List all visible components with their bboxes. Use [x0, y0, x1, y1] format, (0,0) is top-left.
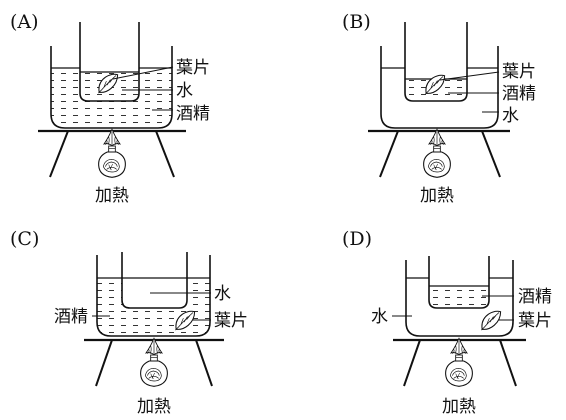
inner-beaker-c	[121, 252, 188, 309]
tripod-leg-d	[499, 339, 517, 387]
alcohol-lamp-icon-a	[97, 128, 127, 179]
outer-beaker-c	[96, 255, 211, 337]
option-label-a: (A)	[10, 11, 39, 33]
outer-liquid-label-a: 酒精	[176, 104, 210, 124]
heat-label-c: 加熱	[137, 397, 171, 417]
outer-beaker-b	[380, 46, 499, 129]
option-label-b: (B)	[342, 11, 371, 33]
option-label-c: (C)	[10, 228, 39, 250]
alcohol-lamp-icon-b	[422, 128, 452, 179]
tripod-leg-c	[195, 339, 213, 387]
outer-liquid-label-b: 水	[502, 106, 519, 126]
heat-label-a: 加熱	[95, 186, 129, 206]
leaf-label-b: 葉片	[502, 62, 536, 82]
tripod-leg-b	[379, 130, 399, 178]
panel-b: (B) 葉片 酒精 水 加熱	[342, 11, 536, 206]
inner-beaker-b	[404, 22, 468, 102]
tripod-leg-c	[95, 339, 113, 387]
inner-liquid-d	[429, 286, 489, 308]
tripod-leg-d	[403, 339, 421, 387]
heat-label-d: 加熱	[442, 397, 476, 417]
inner-liquid-label-b: 酒精	[502, 84, 536, 104]
heat-label-b: 加熱	[420, 186, 454, 206]
tripod-leg-a	[49, 130, 69, 178]
tripod-leg-a	[155, 130, 175, 178]
panel-d: (D) 酒精 水 葉片 加熱	[342, 228, 552, 417]
outer-beaker-d	[405, 260, 514, 337]
inner-liquid-label-d: 酒精	[518, 287, 552, 307]
panel-a: (A) 葉片 水 酒精 加熱	[10, 11, 210, 206]
outer-beaker-a	[50, 46, 173, 129]
inner-liquid-label-a: 水	[176, 81, 193, 101]
inner-liquid-label-c: 水	[214, 284, 231, 304]
leaf-label-a: 葉片	[176, 58, 210, 78]
alcohol-lamp-icon-d	[444, 337, 474, 388]
inner-beaker-d	[428, 256, 490, 309]
alcohol-lamp-icon-c	[139, 337, 169, 388]
panel-c: (C) 水 酒精 葉片 加熱	[10, 228, 248, 417]
outer-liquid-label-d: 水	[371, 307, 388, 327]
leaf-label-d: 葉片	[518, 311, 552, 331]
option-label-d: (D)	[342, 228, 372, 250]
inner-beaker-a	[79, 22, 140, 102]
leaf-icon-d	[480, 310, 502, 331]
leaf-label-c: 葉片	[214, 311, 248, 331]
tripod-leg-b	[481, 130, 501, 178]
outer-liquid-label-c: 酒精	[54, 307, 88, 327]
